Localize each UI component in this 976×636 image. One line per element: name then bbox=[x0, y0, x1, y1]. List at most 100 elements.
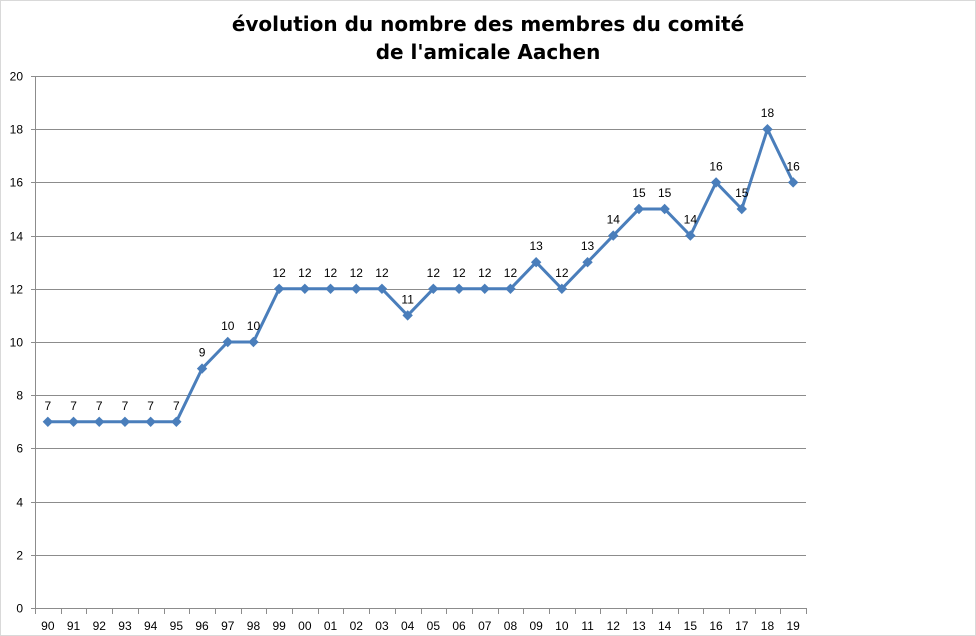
data-point-marker bbox=[68, 416, 79, 428]
data-label: 18 bbox=[761, 106, 775, 120]
x-tick-label: 90 bbox=[41, 619, 55, 633]
x-tick-label: 92 bbox=[93, 619, 107, 633]
x-tick-label: 99 bbox=[272, 619, 286, 633]
data-point-marker bbox=[325, 283, 336, 295]
axes bbox=[31, 76, 807, 614]
x-tick-label: 94 bbox=[144, 619, 158, 633]
data-label: 15 bbox=[658, 186, 672, 200]
x-tick-label: 02 bbox=[350, 619, 364, 633]
y-tick-label: 8 bbox=[16, 389, 23, 403]
data-point-marker bbox=[299, 283, 311, 295]
data-point-marker bbox=[685, 230, 696, 241]
data-point-marker bbox=[171, 416, 182, 428]
y-tick-label: 14 bbox=[10, 230, 24, 244]
data-label: 12 bbox=[375, 266, 389, 280]
data-label: 15 bbox=[735, 186, 749, 200]
data-label: 12 bbox=[350, 266, 364, 280]
data-point-marker bbox=[428, 283, 439, 295]
gridlines bbox=[35, 76, 806, 609]
x-tick-label: 16 bbox=[709, 619, 723, 633]
y-tick-label: 0 bbox=[16, 602, 23, 616]
x-tick-label: 15 bbox=[684, 619, 698, 633]
x-tick-label: 01 bbox=[324, 619, 338, 633]
data-point-marker bbox=[736, 203, 747, 215]
data-point-marker bbox=[222, 336, 233, 348]
data-label: 14 bbox=[684, 213, 698, 227]
data-label: 7 bbox=[122, 399, 129, 413]
data-point-marker bbox=[582, 256, 593, 268]
data-label: 14 bbox=[607, 213, 621, 227]
data-label: 12 bbox=[555, 266, 569, 280]
x-tick-label: 07 bbox=[478, 619, 492, 633]
data-point-marker bbox=[710, 177, 722, 188]
x-tick-label: 12 bbox=[607, 619, 621, 633]
data-point-marker bbox=[633, 203, 645, 215]
data-label: 15 bbox=[632, 186, 646, 200]
x-tick-label: 93 bbox=[118, 619, 132, 633]
data-label: 10 bbox=[221, 319, 235, 333]
data-point-marker bbox=[530, 256, 542, 268]
data-label: 7 bbox=[173, 399, 180, 413]
data-label: 12 bbox=[427, 266, 441, 280]
data-label: 16 bbox=[709, 159, 723, 173]
data-point-marker bbox=[787, 177, 799, 188]
x-tick-label: 17 bbox=[735, 619, 749, 633]
x-tick-label: 08 bbox=[504, 619, 518, 633]
x-tick-label: 00 bbox=[298, 619, 312, 633]
x-tick-label: 95 bbox=[170, 619, 184, 633]
chart-title-line-1: évolution du nombre des membres du comit… bbox=[231, 12, 745, 36]
data-point-marker bbox=[556, 283, 568, 295]
data-point-marker bbox=[505, 283, 516, 295]
data-label: 10 bbox=[247, 319, 261, 333]
data-point-marker bbox=[608, 230, 619, 241]
series-line bbox=[46, 127, 795, 424]
data-label: 13 bbox=[581, 239, 595, 253]
data-label: 7 bbox=[70, 399, 77, 413]
y-tick-label: 2 bbox=[16, 549, 23, 563]
data-point-marker bbox=[453, 283, 465, 295]
data-point-marker bbox=[479, 283, 490, 295]
data-point-marker bbox=[248, 336, 259, 348]
data-label: 12 bbox=[272, 266, 286, 280]
y-tick-labels: 0 2 4 6 8 10 12 14 16 18 20 bbox=[10, 70, 24, 616]
data-point-marker bbox=[762, 123, 773, 135]
y-tick-label: 10 bbox=[10, 336, 24, 350]
x-tick-label: 91 bbox=[67, 619, 81, 633]
chart-title: évolution du nombre des membres du comit… bbox=[0, 10, 976, 66]
y-tick-label: 16 bbox=[10, 176, 24, 190]
data-label: 12 bbox=[478, 266, 492, 280]
series-line-path bbox=[46, 127, 795, 424]
data-point-marker bbox=[273, 283, 285, 295]
data-label: 11 bbox=[401, 292, 414, 306]
data-label: 7 bbox=[147, 399, 154, 413]
data-point-marker bbox=[196, 363, 208, 374]
x-tick-label: 98 bbox=[247, 619, 261, 633]
data-point-marker bbox=[402, 310, 413, 321]
y-tick-label: 20 bbox=[10, 70, 24, 84]
data-labels: 7 7 7 7 7 7 9 10 10 12 12 12 12 12 11 12 12 12 12 13 12 13 14 1… bbox=[45, 106, 801, 413]
x-tick-label: 97 bbox=[221, 619, 235, 633]
x-tick-label: 05 bbox=[427, 619, 441, 633]
y-tick-label: 12 bbox=[10, 283, 24, 297]
x-tick-label: 11 bbox=[581, 619, 594, 633]
data-label: 12 bbox=[298, 266, 312, 280]
chart-title-line-2: de l'amicale Aachen bbox=[375, 40, 601, 64]
data-label: 7 bbox=[96, 399, 103, 413]
x-tick-label: 09 bbox=[529, 619, 543, 633]
y-tick-label: 18 bbox=[10, 123, 24, 137]
x-tick-label: 96 bbox=[195, 619, 209, 633]
x-tick-labels: 90 91 92 93 94 95 96 97 98 99 00 01 02 03 04 05 06 07 08 09… bbox=[41, 619, 800, 633]
x-tick-label: 06 bbox=[452, 619, 466, 633]
x-tick-label: 18 bbox=[761, 619, 775, 633]
data-point-marker bbox=[94, 416, 105, 428]
data-point-marker bbox=[351, 283, 362, 295]
data-point-marker bbox=[145, 416, 156, 428]
x-tick-label: 03 bbox=[375, 619, 389, 633]
y-tick-label: 4 bbox=[16, 496, 23, 510]
data-label: 7 bbox=[45, 399, 52, 413]
data-point-marker bbox=[659, 203, 670, 215]
series-markers bbox=[42, 123, 799, 428]
data-label: 16 bbox=[786, 159, 800, 173]
